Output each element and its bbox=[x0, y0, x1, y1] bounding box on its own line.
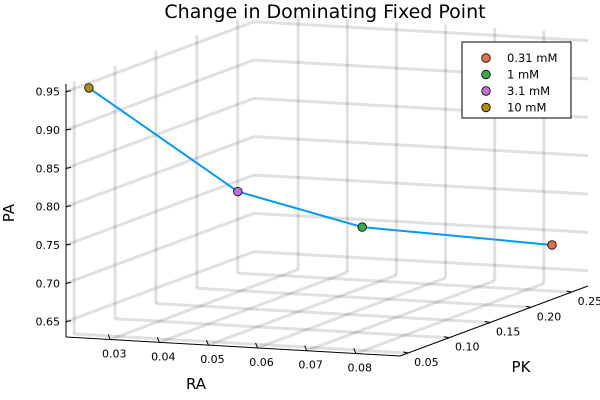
x-tick-mark bbox=[353, 348, 357, 354]
floor-gridline bbox=[114, 317, 450, 340]
z-tick-label: 0.65 bbox=[36, 316, 61, 329]
y-tick-label: 0.25 bbox=[578, 295, 600, 308]
x-tick-mark bbox=[156, 337, 160, 343]
backwall-gridline bbox=[253, 211, 589, 234]
sidewall-gridline bbox=[65, 58, 255, 132]
floor-gridline bbox=[237, 271, 572, 294]
z-tick-mark bbox=[65, 243, 72, 246]
x-tick-label: 0.08 bbox=[348, 361, 373, 374]
sidewall-gridline bbox=[65, 96, 255, 170]
floor-gridline bbox=[355, 282, 545, 355]
x-tick-label: 0.05 bbox=[200, 353, 225, 366]
y-tick-mark bbox=[443, 336, 450, 339]
backwall-gridline bbox=[253, 250, 589, 273]
z-tick-label: 0.80 bbox=[36, 201, 61, 214]
chart-title: Change in Dominating Fixed Point bbox=[164, 1, 485, 23]
floor-gridline bbox=[207, 273, 397, 347]
series-layer bbox=[84, 83, 557, 250]
legend-label: 0.31 mM bbox=[507, 51, 557, 65]
x-axis-label: RA bbox=[186, 375, 207, 393]
x-axis-line bbox=[65, 336, 401, 357]
y-tick-label: 0.20 bbox=[537, 310, 562, 323]
z-tick-mark bbox=[65, 166, 72, 169]
floor-gridline bbox=[155, 302, 490, 325]
data-point-0-31-mm bbox=[547, 240, 557, 250]
legend-box bbox=[461, 41, 572, 119]
legend-marker bbox=[481, 69, 491, 80]
floor-gridline bbox=[109, 268, 299, 341]
legend: 0.31 mM 1 mM 3.1 mM 10 mM bbox=[461, 41, 572, 119]
sidewall-gridline bbox=[65, 135, 255, 209]
backwall-gridline bbox=[253, 135, 589, 158]
x-tick-label: 0.03 bbox=[102, 348, 127, 361]
sidewall-gridline bbox=[65, 173, 255, 247]
sidewall-gridline bbox=[65, 250, 255, 324]
z-tick-mark bbox=[65, 205, 72, 208]
y-tick-mark bbox=[484, 321, 491, 324]
data-point-3-1-mm bbox=[233, 186, 243, 197]
z-axis-label: PA bbox=[0, 203, 18, 222]
y-tick-mark bbox=[403, 351, 409, 354]
legend-marker bbox=[481, 53, 491, 63]
floor-gridline bbox=[158, 270, 348, 344]
series-path-line bbox=[88, 87, 553, 246]
sidewall-gridline bbox=[65, 211, 255, 285]
z-tick-label: 0.85 bbox=[36, 162, 61, 175]
x-tick-mark bbox=[107, 334, 111, 340]
y-tick-mark bbox=[525, 305, 531, 308]
z-tick-mark bbox=[65, 128, 72, 131]
legend-label: 3.1 mM bbox=[507, 84, 550, 98]
grid-layer bbox=[65, 16, 589, 355]
sidewall-gridline bbox=[65, 20, 255, 94]
data-point-10-mm bbox=[84, 83, 94, 93]
x-tick-mark bbox=[205, 339, 209, 346]
tick-layer: 0.03 0.04 0.05 0.06 0.07 0.08 0.05 0.10 0.15 0.20… bbox=[36, 86, 600, 375]
y-tick-label: 0.05 bbox=[414, 356, 439, 369]
z-tick-mark bbox=[65, 281, 72, 284]
axis-layer bbox=[65, 84, 589, 357]
x-tick-label: 0.07 bbox=[298, 359, 323, 372]
y-axis-label: PK bbox=[512, 358, 532, 376]
floor-gridline bbox=[257, 276, 447, 350]
y-tick-label: 0.15 bbox=[496, 326, 521, 339]
floor-gridline bbox=[196, 286, 531, 309]
x-tick-label: 0.04 bbox=[151, 350, 176, 363]
legend-label: 1 mM bbox=[507, 68, 539, 82]
y-tick-mark bbox=[566, 290, 572, 293]
data-point-1-mm bbox=[357, 222, 367, 232]
legend-marker bbox=[481, 86, 491, 96]
z-tick-label: 0.75 bbox=[36, 239, 61, 252]
backwall-gridline bbox=[253, 173, 589, 196]
floor-gridline bbox=[306, 279, 496, 353]
z-tick-mark bbox=[65, 320, 72, 323]
legend-label: 10 mM bbox=[507, 101, 546, 115]
y-axis-line bbox=[399, 285, 589, 357]
z-tick-mark bbox=[65, 90, 72, 93]
z-tick-label: 0.95 bbox=[36, 86, 61, 99]
y-tick-label: 0.10 bbox=[455, 341, 480, 354]
x-tick-mark bbox=[255, 342, 259, 349]
legend-marker bbox=[481, 102, 491, 113]
floor-gridline bbox=[74, 332, 409, 355]
x-tick-label: 0.06 bbox=[249, 356, 274, 369]
backwall-gridline bbox=[253, 20, 589, 43]
x-tick-mark bbox=[304, 345, 308, 351]
z-tick-label: 0.70 bbox=[36, 277, 61, 290]
z-tick-label: 0.90 bbox=[36, 124, 61, 137]
